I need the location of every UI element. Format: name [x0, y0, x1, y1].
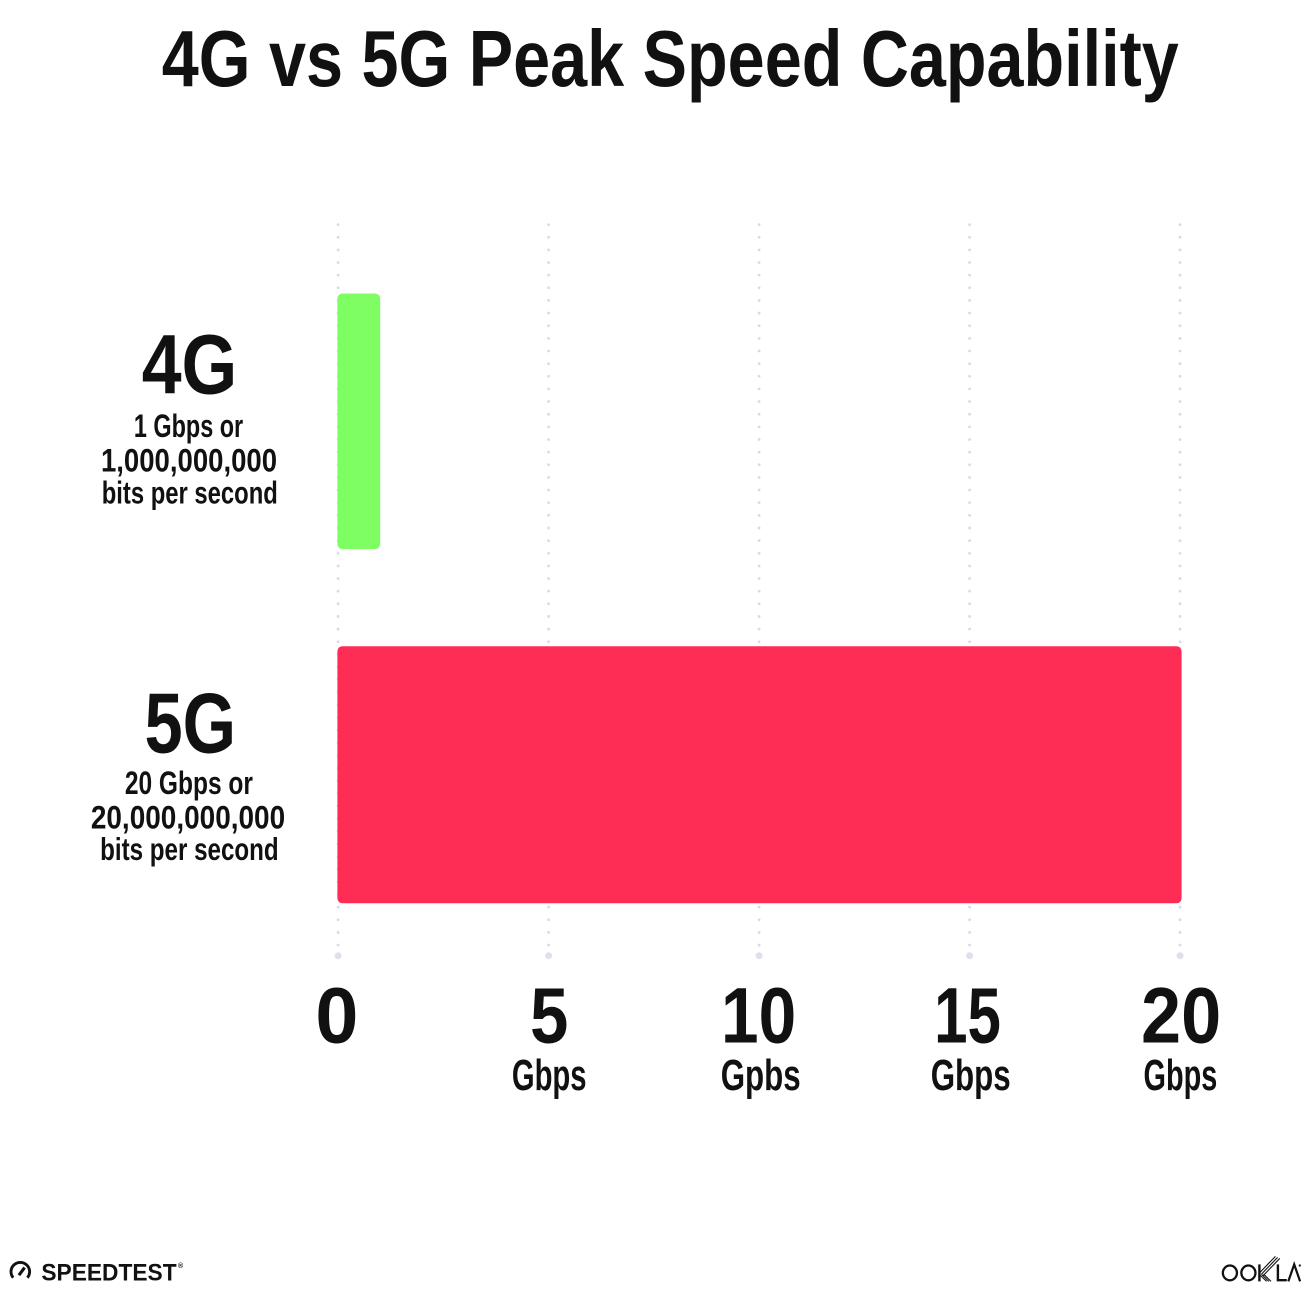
svg-text:Gbps: Gbps [931, 1052, 1011, 1100]
svg-text:20: 20 [1141, 971, 1221, 1060]
svg-text:20 Gbps or: 20 Gbps or [125, 765, 253, 801]
svg-text:4G vs 5G Peak Speed Capability: 4G vs 5G Peak Speed Capability [162, 14, 1179, 103]
svg-text:Gbps: Gbps [512, 1052, 587, 1100]
svg-text:15: 15 [934, 971, 1001, 1060]
svg-text:1 Gbps or: 1 Gbps or [134, 408, 243, 444]
svg-text:5G: 5G [145, 676, 237, 771]
svg-text:4G: 4G [142, 318, 238, 412]
svg-text:20,000,000,000: 20,000,000,000 [91, 799, 285, 835]
svg-text:5: 5 [530, 971, 568, 1060]
svg-text:10: 10 [721, 971, 796, 1060]
svg-text:1,000,000,000: 1,000,000,000 [101, 442, 277, 478]
svg-text:Gpbs: Gpbs [721, 1052, 801, 1100]
svg-text:0: 0 [315, 971, 358, 1060]
svg-text:bits per second: bits per second [100, 831, 279, 867]
svg-text:®: ® [178, 1262, 184, 1270]
svg-text:SPEEDTEST: SPEEDTEST [41, 1260, 176, 1287]
svg-text:bits per second: bits per second [102, 475, 278, 511]
svg-text:Gbps: Gbps [1144, 1052, 1218, 1100]
